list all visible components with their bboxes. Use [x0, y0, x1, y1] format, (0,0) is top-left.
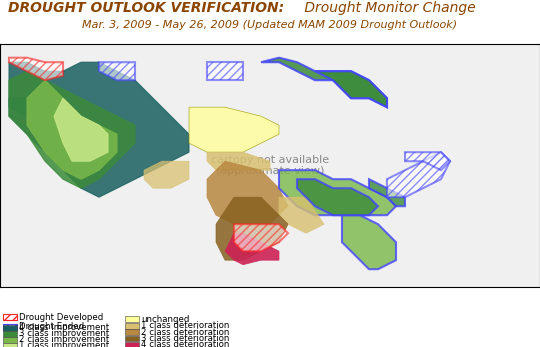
FancyBboxPatch shape [3, 331, 17, 337]
Polygon shape [342, 215, 396, 269]
Polygon shape [189, 107, 279, 152]
Polygon shape [207, 62, 243, 80]
Polygon shape [225, 233, 279, 265]
Text: 3 class improvement: 3 class improvement [18, 329, 109, 338]
Polygon shape [216, 197, 288, 260]
Text: 3 class deterioration: 3 class deterioration [141, 334, 230, 343]
FancyBboxPatch shape [125, 336, 139, 341]
FancyBboxPatch shape [3, 324, 17, 330]
Polygon shape [27, 80, 117, 179]
Polygon shape [207, 152, 270, 170]
Polygon shape [279, 170, 396, 215]
Polygon shape [9, 98, 45, 116]
FancyBboxPatch shape [3, 337, 17, 343]
Polygon shape [261, 58, 387, 107]
FancyBboxPatch shape [3, 325, 17, 331]
Text: 1 class improvement: 1 class improvement [18, 341, 109, 347]
FancyBboxPatch shape [125, 342, 139, 347]
FancyBboxPatch shape [3, 314, 17, 320]
Polygon shape [315, 71, 387, 107]
Text: cartopy not available
(approximate view): cartopy not available (approximate view) [211, 155, 329, 177]
Polygon shape [54, 98, 108, 161]
Polygon shape [279, 197, 324, 233]
Polygon shape [387, 152, 450, 197]
Polygon shape [207, 161, 288, 224]
Polygon shape [234, 224, 288, 251]
Polygon shape [9, 58, 63, 80]
Polygon shape [369, 179, 405, 206]
FancyBboxPatch shape [3, 343, 17, 347]
Text: Drought Developed: Drought Developed [18, 313, 103, 322]
Text: DROUGHT OUTLOOK VERIFICATION:: DROUGHT OUTLOOK VERIFICATION: [8, 1, 284, 16]
Polygon shape [99, 62, 135, 80]
Text: Mar. 3, 2009 - May 26, 2009 (Updated MAM 2009 Drought Outlook): Mar. 3, 2009 - May 26, 2009 (Updated MAM… [83, 20, 457, 30]
Text: 4 class improvement: 4 class improvement [18, 323, 109, 332]
Polygon shape [297, 179, 378, 215]
Text: 4 class deterioration: 4 class deterioration [141, 340, 230, 347]
Polygon shape [405, 152, 450, 170]
Text: Drought Monitor Change: Drought Monitor Change [300, 1, 475, 16]
Text: 2 class improvement: 2 class improvement [18, 335, 109, 344]
Polygon shape [9, 71, 135, 188]
FancyBboxPatch shape [125, 316, 139, 322]
FancyBboxPatch shape [125, 323, 139, 329]
Text: 1 class deterioration: 1 class deterioration [141, 321, 230, 330]
FancyBboxPatch shape [125, 329, 139, 335]
Text: Drought Ended: Drought Ended [18, 322, 84, 331]
Text: unchanged: unchanged [141, 315, 190, 324]
Polygon shape [144, 161, 189, 188]
Text: 2 class deterioration: 2 class deterioration [141, 328, 230, 337]
Polygon shape [9, 62, 189, 197]
